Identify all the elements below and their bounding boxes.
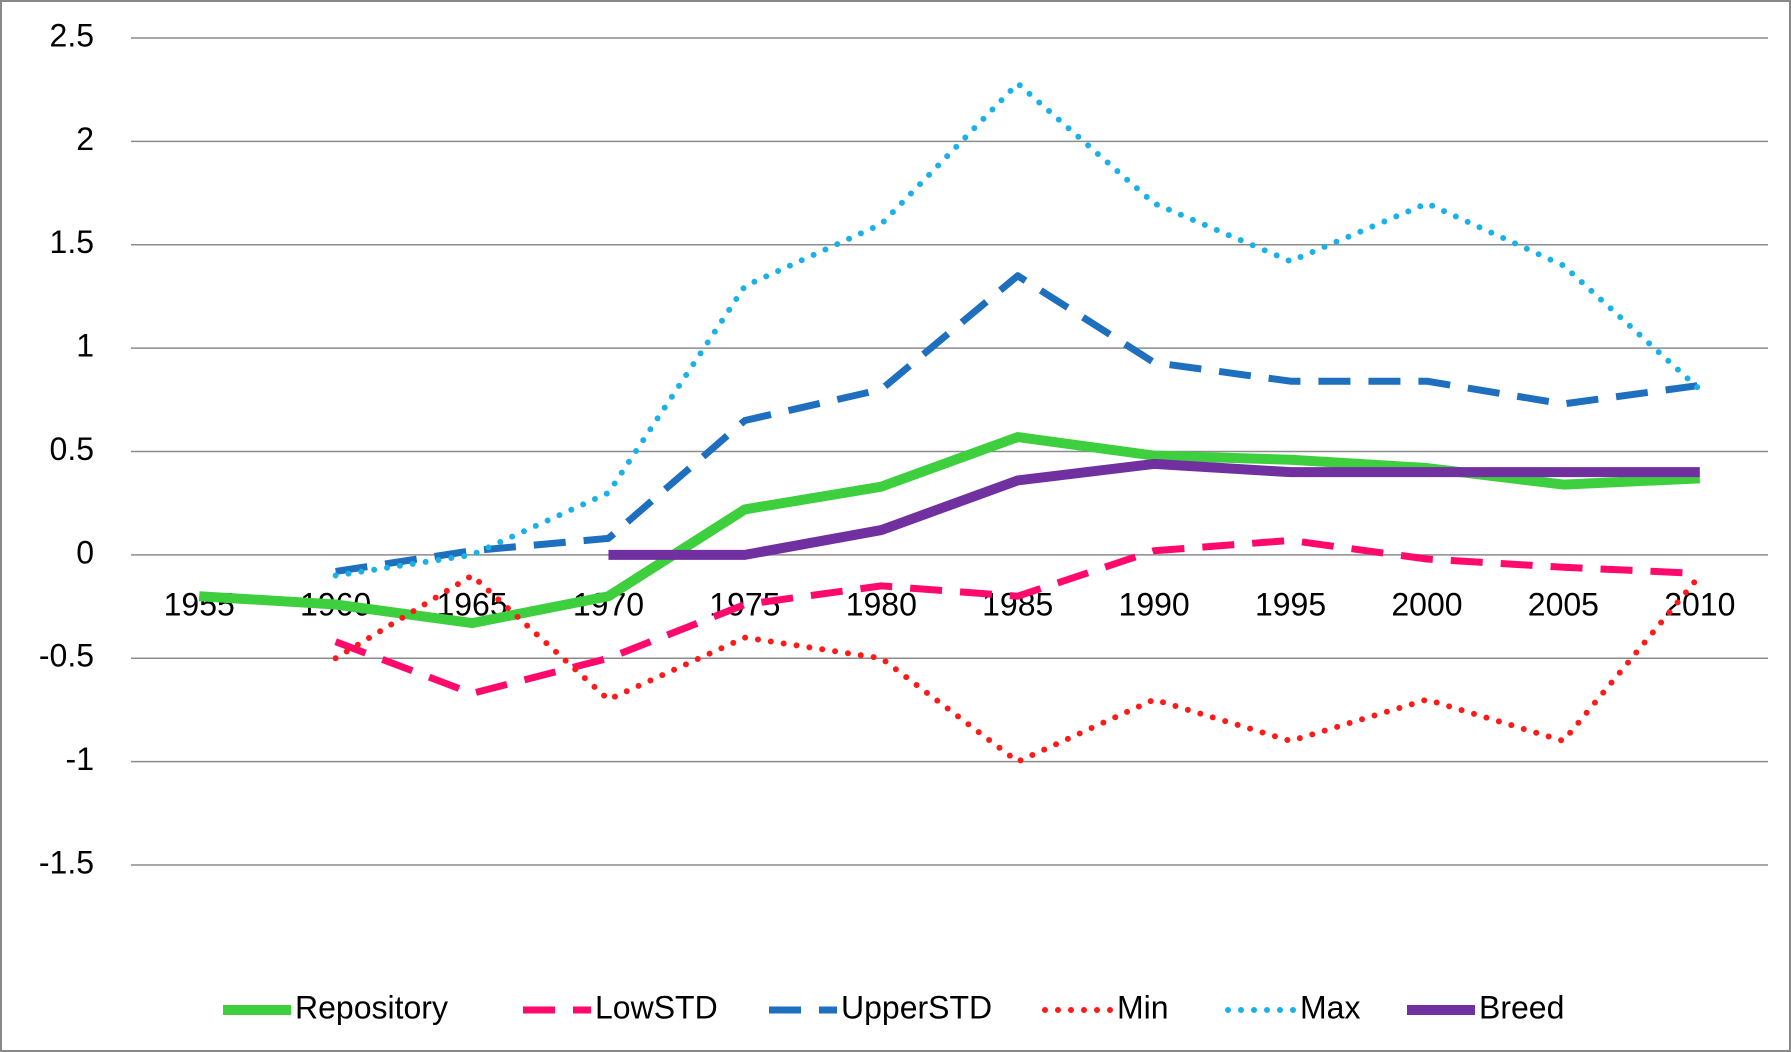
y-tick-label: -0.5 — [39, 638, 94, 674]
y-tick-label: 1.5 — [50, 224, 94, 260]
y-tick-label: 1 — [76, 328, 94, 364]
x-tick-label: 1980 — [846, 586, 917, 622]
y-tick-label: -1 — [66, 741, 94, 777]
series-line — [332, 80, 1703, 579]
legend-label: Repository — [295, 989, 448, 1025]
legend-label: Min — [1117, 989, 1169, 1025]
series-line — [608, 458, 1700, 560]
y-tick-label: -1.5 — [39, 844, 94, 880]
series-line — [332, 572, 1703, 765]
x-tick-label: 1985 — [982, 586, 1053, 622]
y-tick-label: 2.5 — [50, 17, 94, 53]
y-tick-label: 2 — [76, 121, 94, 157]
x-tick-label: 2005 — [1528, 586, 1599, 622]
legend-label: Breed — [1479, 989, 1564, 1025]
legend-label: Max — [1300, 989, 1360, 1025]
x-tick-label: 1955 — [164, 586, 235, 622]
legend-label: UpperSTD — [841, 989, 992, 1025]
x-tick-label: 1995 — [1255, 586, 1326, 622]
x-tick-label: 1990 — [1119, 586, 1190, 622]
x-tick-label: 2000 — [1391, 586, 1462, 622]
series-line — [334, 536, 1700, 697]
y-tick-label: 0.5 — [50, 431, 94, 467]
legend-label: LowSTD — [595, 989, 718, 1025]
y-tick-label: 0 — [76, 534, 94, 570]
x-tick-label: 2010 — [1664, 586, 1735, 622]
series-line — [335, 272, 1701, 575]
